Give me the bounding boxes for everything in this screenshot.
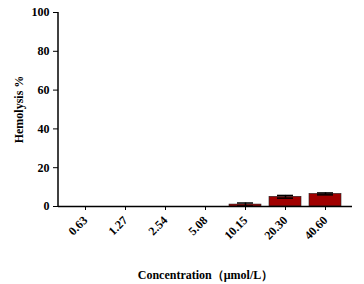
svg-text:80: 80 (38, 44, 50, 58)
svg-text:20.30: 20.30 (261, 213, 290, 242)
svg-text:40: 40 (38, 122, 50, 136)
svg-text:2.54: 2.54 (146, 213, 171, 238)
svg-text:Concentration（μmol/L）: Concentration（μmol/L） (138, 268, 273, 282)
svg-text:5.08: 5.08 (186, 213, 211, 238)
svg-text:0.63: 0.63 (66, 213, 91, 238)
svg-text:0: 0 (44, 199, 50, 213)
svg-text:60: 60 (38, 83, 50, 97)
svg-text:10.15: 10.15 (221, 213, 250, 242)
svg-text:Hemolysis %: Hemolysis % (12, 76, 26, 144)
svg-text:100: 100 (32, 5, 50, 19)
svg-text:1.27: 1.27 (106, 213, 131, 238)
svg-text:20: 20 (38, 161, 50, 175)
svg-text:40.60: 40.60 (301, 213, 330, 242)
